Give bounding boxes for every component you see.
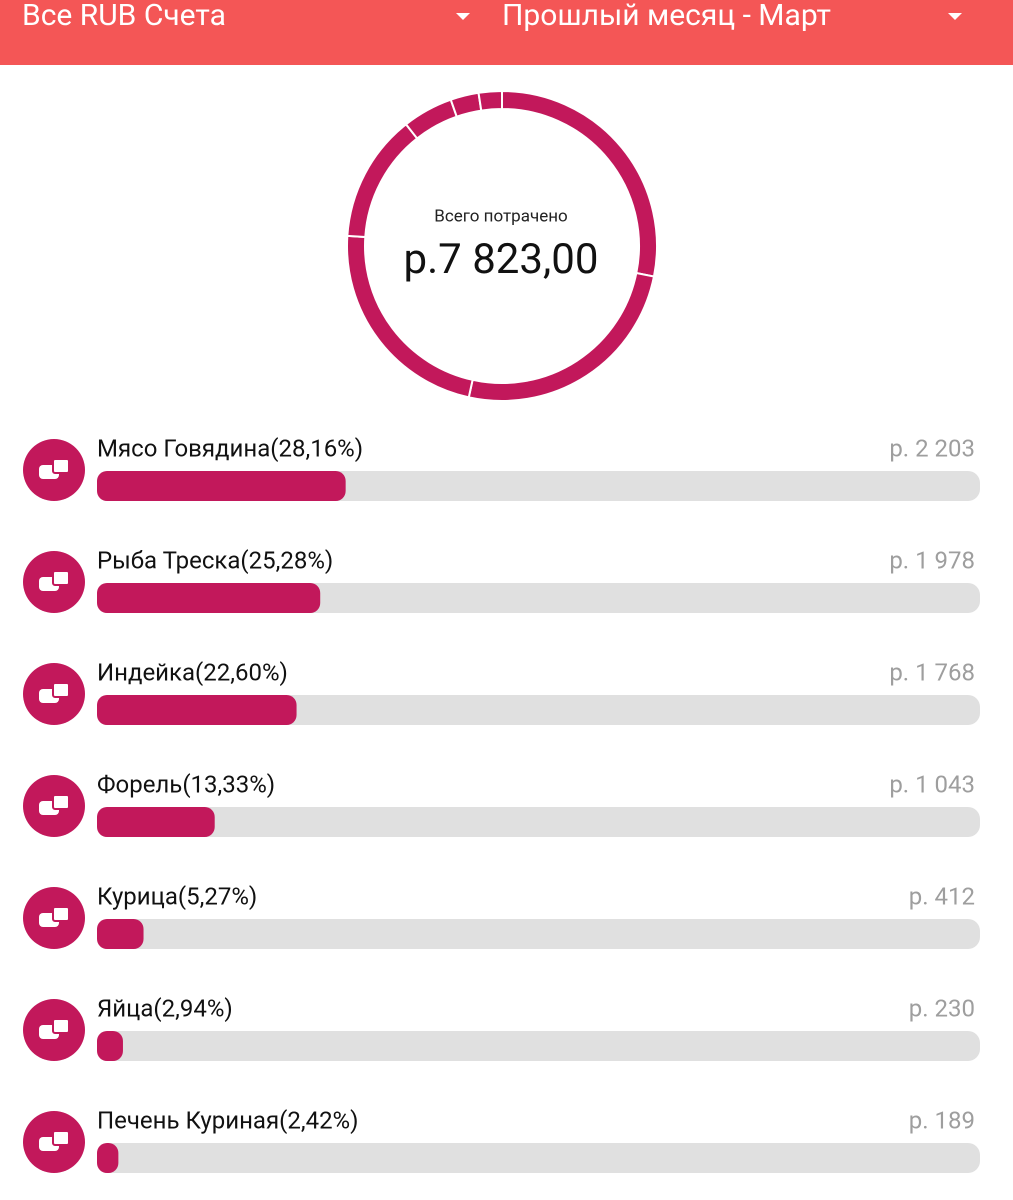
category-amount: р. 1 768 — [889, 658, 975, 686]
category-label: Мясо Говядина(28,16%) — [97, 434, 363, 462]
progress-bar — [97, 1143, 119, 1173]
icon-glyph — [52, 906, 70, 922]
category-row[interactable]: Форель(13,33%) р. 1 043 — [23, 770, 980, 837]
dropdown-arrow[interactable] — [948, 13, 962, 20]
donut-segment — [477, 89, 503, 112]
category-label: Рыба Треска(25,28%) — [97, 546, 333, 574]
progress-bar — [97, 471, 346, 501]
donut-segment — [404, 98, 459, 140]
progress-bar — [97, 583, 321, 613]
donut-segment — [346, 122, 419, 239]
category-label: Форель(13,33%) — [97, 770, 275, 798]
category-amount: р. 189 — [909, 1106, 975, 1134]
category-label: Индейка(22,60%) — [97, 658, 288, 686]
category-label: Печень Куриная(2,42%) — [97, 1106, 359, 1134]
progress-track — [97, 1143, 980, 1173]
category-row[interactable]: Курица(5,27%) р. 412 — [23, 882, 980, 949]
donut-chart — [346, 89, 658, 402]
progress-track — [97, 695, 980, 725]
icon-glyph — [52, 458, 70, 474]
icon-glyph — [52, 682, 70, 698]
account-selector[interactable]: Все RUB Счета — [22, 0, 226, 33]
category-label: Яйца(2,94%) — [97, 994, 233, 1022]
category-row[interactable]: Печень Куриная(2,42%) р. 189 — [23, 1106, 980, 1173]
progress-bar — [97, 695, 297, 725]
progress-bar — [97, 919, 144, 949]
category-row[interactable]: Мясо Говядина(28,16%) р. 2 203 — [23, 434, 980, 501]
progress-track — [97, 1031, 980, 1061]
donut-segment — [449, 91, 483, 118]
category-label: Курица(5,27%) — [97, 882, 257, 910]
summary-label: Всего потрачено — [434, 206, 567, 226]
category-amount: р. 1 043 — [889, 770, 975, 798]
icon-glyph — [52, 794, 70, 810]
dropdown-arrow[interactable] — [456, 13, 470, 20]
donut-segment — [467, 271, 656, 402]
period-selector[interactable]: Прошлый месяц - Март — [502, 0, 831, 33]
category-list: Мясо Говядина(28,16%) р. 2 203 Рыба Треска… — [23, 434, 980, 1173]
summary-total: р.7 823,00 — [404, 235, 599, 284]
icon-glyph — [52, 1130, 70, 1146]
progress-bar — [97, 1031, 123, 1061]
category-amount: р. 1 978 — [889, 546, 975, 574]
category-row[interactable]: Индейка(22,60%) р. 1 768 — [23, 658, 980, 725]
category-row[interactable]: Рыба Треска(25,28%) р. 1 978 — [23, 546, 980, 613]
progress-track — [97, 919, 980, 949]
progress-bar — [97, 807, 215, 837]
category-amount: р. 230 — [909, 994, 975, 1022]
icon-glyph — [52, 570, 70, 586]
category-amount: р. 2 203 — [889, 434, 975, 462]
app-bar — [0, 0, 1013, 65]
category-amount: р. 412 — [909, 882, 975, 910]
icon-glyph — [52, 1018, 70, 1034]
category-row[interactable]: Яйца(2,94%) р. 230 — [23, 994, 980, 1061]
progress-track — [97, 807, 980, 837]
